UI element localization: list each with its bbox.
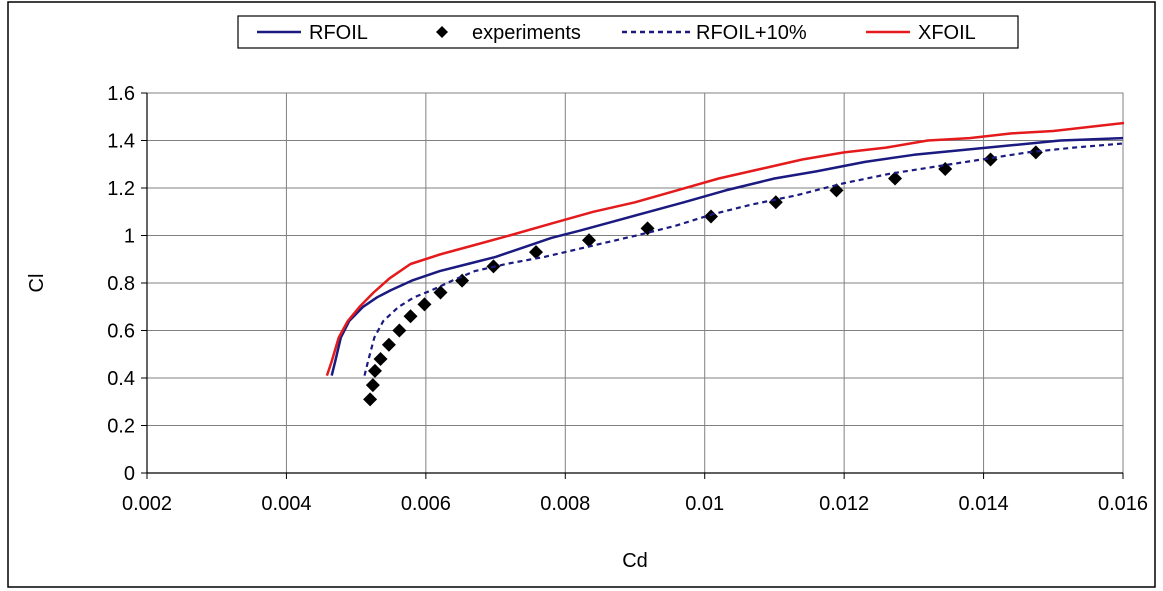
series-line xyxy=(330,136,1124,376)
axes xyxy=(141,92,1124,479)
y-tick-label: 1.6 xyxy=(107,83,135,105)
y-tick-label: 0.4 xyxy=(107,368,135,390)
x-tick-label: 0.004 xyxy=(261,493,311,515)
x-tick-label: 0.016 xyxy=(1098,493,1148,515)
y-tick-label: 1 xyxy=(124,226,135,248)
experiment-point xyxy=(1028,145,1043,160)
experiment-point xyxy=(983,152,998,167)
x-tick-label: 0.01 xyxy=(685,493,724,515)
tick-labels: 0.002 0.004 0.006 0.008 0.01 0.012 0.014 0.016 0… xyxy=(107,83,1148,515)
legend-label: RFOIL+10% xyxy=(696,22,807,44)
experiment-point xyxy=(703,209,718,224)
y-tick-label: 0 xyxy=(124,463,135,485)
x-tick-label: 0.012 xyxy=(819,493,869,515)
y-tick-label: 0.6 xyxy=(107,321,135,343)
legend-label: RFOIL xyxy=(309,22,368,44)
experiment-point xyxy=(363,392,378,407)
experiment-point xyxy=(403,309,418,324)
x-tick-label: 0.006 xyxy=(401,493,451,515)
series-rfoil xyxy=(330,136,1124,376)
experiment-point xyxy=(529,245,544,260)
series-xfoil xyxy=(325,121,1124,377)
experiment-point xyxy=(373,352,388,366)
y-tick-label: 0.8 xyxy=(107,273,135,295)
series-rfoil-10- xyxy=(363,142,1124,376)
series-experiments xyxy=(363,145,1043,407)
experiment-point xyxy=(768,195,783,210)
y-axis-title: Cl xyxy=(26,274,48,293)
x-tick-label: 0.002 xyxy=(122,493,172,515)
experiment-point xyxy=(365,378,380,393)
experiment-point xyxy=(888,171,903,186)
experiment-point xyxy=(392,323,407,338)
series-line xyxy=(325,121,1124,377)
series-line xyxy=(363,142,1124,376)
legend: RFOIL experiments RFOIL+10% XFOIL xyxy=(237,15,1019,49)
x-axis-title: Cd xyxy=(622,550,648,572)
x-tick-label: 0.008 xyxy=(540,493,590,515)
experiment-point xyxy=(581,233,596,248)
experiment-point xyxy=(417,297,432,312)
y-tick-label: 0.2 xyxy=(107,416,135,438)
series-group xyxy=(325,121,1124,407)
y-tick-label: 1.4 xyxy=(107,131,135,153)
experiment-point xyxy=(367,363,382,378)
x-tick-label: 0.014 xyxy=(959,493,1009,515)
y-tick-label: 1.2 xyxy=(107,178,135,200)
legend-label: experiments xyxy=(472,22,581,44)
experiment-point xyxy=(381,337,396,352)
legend-swatch xyxy=(436,26,448,38)
chart-outer-frame xyxy=(7,1,1156,588)
legend-label: XFOIL xyxy=(918,22,976,44)
